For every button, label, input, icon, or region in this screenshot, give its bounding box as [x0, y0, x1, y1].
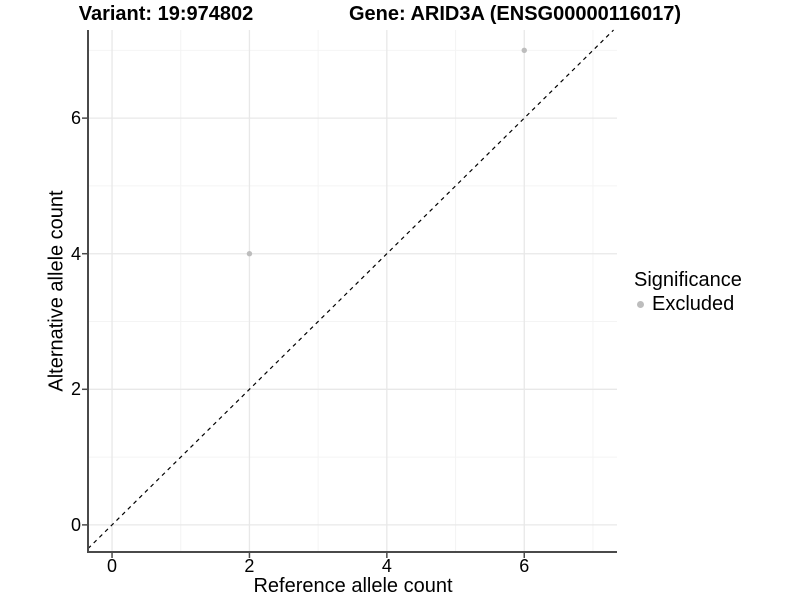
x-tick-label: 4	[381, 556, 392, 576]
y-tick-label: 0	[70, 514, 81, 535]
identity-dashed-line	[87, 29, 614, 550]
excluded-point-icon	[637, 300, 644, 308]
x-tick-label: 2	[244, 556, 255, 576]
data-point	[246, 251, 253, 257]
y-tick-label: 2	[70, 379, 81, 400]
x-tick-label: 0	[107, 556, 118, 576]
x-tick-label: 6	[519, 556, 530, 576]
legend-item-label: Excluded	[652, 293, 735, 315]
y-axis-title: Alternative allele count	[45, 190, 68, 392]
plot-title-variant: Variant: 19:974802	[78, 3, 254, 25]
legend-title: Significance	[634, 269, 742, 291]
y-tick-label: 6	[70, 108, 81, 129]
x-axis-title: Reference allele count	[253, 575, 453, 597]
plot-title-gene: Gene: ARID3A (ENSG00000116017)	[348, 3, 682, 25]
y-tick-label: 4	[70, 243, 81, 264]
data-point	[521, 47, 527, 54]
legend-item-excluded: Excluded	[634, 292, 742, 316]
legend: Significance Excluded	[634, 268, 742, 316]
